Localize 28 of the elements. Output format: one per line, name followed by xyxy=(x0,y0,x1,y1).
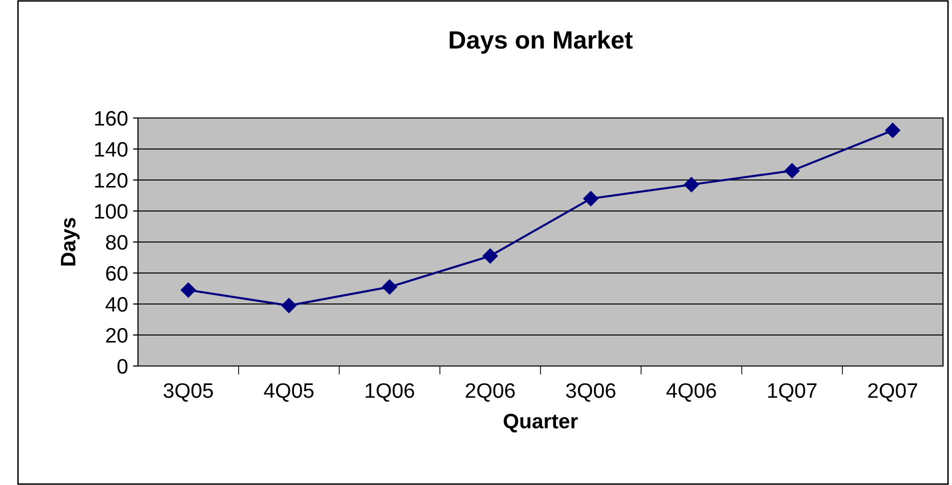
point xyxy=(281,298,297,314)
point xyxy=(885,122,900,138)
y-axis-title: Days xyxy=(60,218,80,266)
y-tick-label: 80 xyxy=(106,235,128,250)
point xyxy=(583,191,598,206)
point xyxy=(784,163,800,178)
x-tick-label: 2Q06 xyxy=(466,383,515,402)
y-tick-label: 160 xyxy=(95,111,128,126)
y-tick-label: 0 xyxy=(118,359,128,374)
x-tick-label: 1Q07 xyxy=(768,383,816,402)
y-tick-label: 40 xyxy=(106,297,128,312)
x-tick-label: 4Q05 xyxy=(264,383,314,402)
x-tick-label: 4Q06 xyxy=(666,383,716,402)
y-tick-label: 20 xyxy=(106,328,128,343)
x-tick-label: 1Q06 xyxy=(366,383,414,402)
y-tick-label: 140 xyxy=(95,142,128,157)
y-tick-label: 60 xyxy=(106,266,128,281)
x-tick-label: 2Q07 xyxy=(868,383,918,402)
chart-title: Days on Market xyxy=(450,30,633,54)
point xyxy=(382,279,398,295)
point xyxy=(684,177,700,192)
x-axis-title: Quarter xyxy=(504,414,578,432)
point xyxy=(180,282,196,298)
y-tick-label: 120 xyxy=(95,173,128,188)
x-tick-label: 3Q06 xyxy=(566,383,616,402)
y-tick-label: 100 xyxy=(95,204,128,219)
point xyxy=(482,248,498,264)
x-tick-label: 3Q05 xyxy=(164,383,213,402)
